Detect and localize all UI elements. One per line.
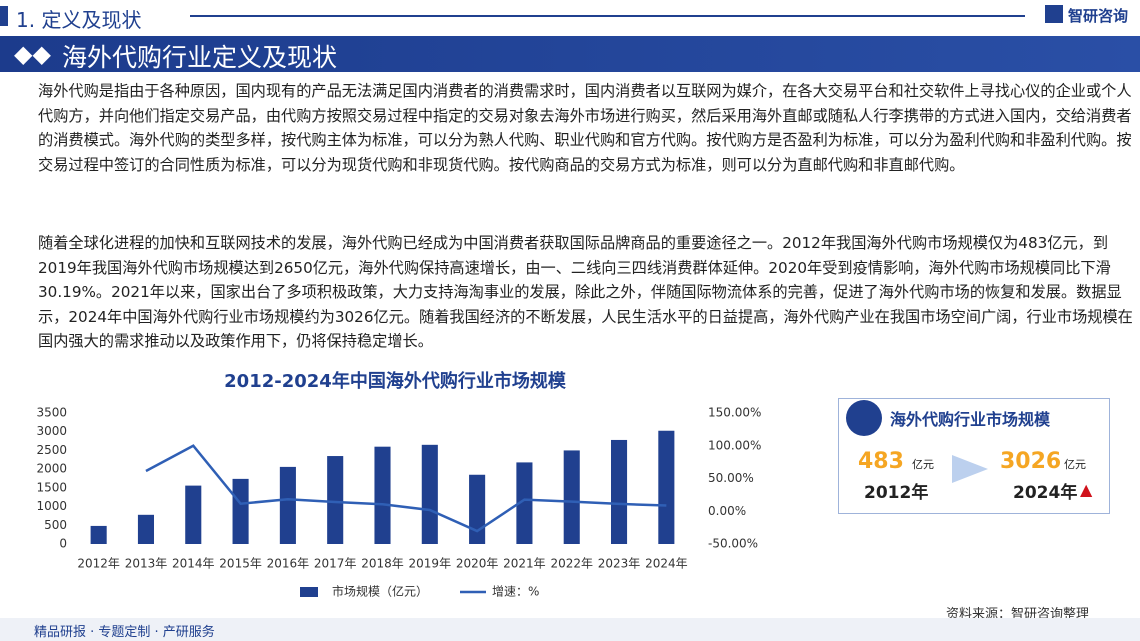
banner-title: 海外代购行业定义及现状: [62, 43, 338, 72]
y-tick-label: 2000: [36, 462, 67, 476]
bar: [185, 485, 202, 544]
y-tick-label: 3500: [36, 406, 67, 420]
y-tick-label: 500: [44, 518, 67, 532]
chart: 2012-2024年中国海外代购行业市场规模 0 500 1000 1500 2000 2…: [36, 370, 761, 599]
brand: 智研咨询: [1068, 7, 1129, 25]
x-tick-label: 2022年: [550, 557, 593, 571]
y-tick-label: 0: [59, 537, 67, 551]
x-tick-label: 2012年: [77, 557, 120, 571]
bar: [327, 456, 344, 544]
y2-tick-label: 150.00%: [708, 406, 761, 420]
rule: [190, 15, 1025, 17]
banner-icon: ◆◆: [14, 40, 51, 68]
footer: 精品研报 · 专题定制 · 产研服务: [34, 625, 215, 640]
x-tick-label: 2021年: [503, 557, 546, 571]
y2-tick-label: -50.00%: [708, 537, 758, 551]
paragraph: 随着全球化进程的加快和互联网技术的发展，海外代购已经成为中国消费者获取国际品牌商…: [38, 234, 1133, 350]
bar: [610, 439, 628, 544]
paragraph: 海外代购是指由于各种原因，国内现有的产品无法满足国内消费者的消费需求时，国内消费…: [38, 82, 1132, 174]
x-tick-label: 2024年: [645, 557, 688, 571]
callout-year: 2024年: [1013, 483, 1078, 503]
bar: [658, 430, 675, 544]
bar: [137, 514, 155, 544]
x-tick-label: 2016年: [267, 557, 310, 571]
line: [145, 444, 667, 533]
callout-year: 2012年: [864, 483, 929, 503]
bar: [374, 446, 391, 544]
bar: [469, 474, 486, 544]
up-arrow: ▲: [1080, 480, 1093, 499]
x-tick-label: 2014年: [172, 557, 215, 571]
y-tick-label: 1000: [36, 499, 67, 513]
banner: [0, 36, 1140, 72]
x-tick-label: 2018年: [361, 557, 404, 571]
callout-icon: [846, 400, 882, 436]
logo: [1045, 5, 1063, 23]
x-tick-label: 2013年: [125, 557, 168, 571]
y-tick-label: 3000: [36, 424, 67, 438]
bar: [279, 466, 296, 544]
callout-unit: 亿元: [912, 458, 934, 471]
x-tick-label: 2019年: [409, 557, 452, 571]
x-tick-label: 2015年: [219, 557, 262, 571]
callout-value: 3026: [1000, 449, 1062, 474]
y-tick-label: 2500: [36, 443, 67, 457]
arrow: [952, 455, 988, 483]
legend-label: 增速：%: [492, 585, 539, 599]
x-tick-label: 2017年: [314, 557, 357, 571]
bar: [421, 444, 438, 544]
legend-label: 市场规模（亿元）: [332, 584, 428, 599]
y2-tick-label: 100.00%: [708, 438, 761, 452]
section-title: 1. 定义及现状: [16, 8, 142, 32]
callout-unit: 亿元: [1064, 458, 1086, 471]
y2-tick-label: 0.00%: [708, 504, 746, 518]
footer-bar: [0, 618, 1140, 641]
y2-tick-label: 50.00%: [708, 471, 754, 485]
bar: [232, 478, 249, 544]
y-tick-label: 1500: [36, 480, 67, 494]
chart-title: 2012-2024年中国海外代购行业市场规模: [224, 370, 567, 392]
x-tick-label: 2023年: [598, 557, 641, 571]
bar: [90, 525, 107, 544]
legend-swatch: [300, 587, 318, 597]
bar: [516, 462, 533, 544]
bar: [563, 450, 580, 544]
accent: [0, 6, 8, 26]
callout-value: 483: [858, 449, 904, 474]
x-tick-label: 2020年: [456, 557, 499, 571]
callout-title: 海外代购行业市场规模: [890, 410, 1051, 429]
